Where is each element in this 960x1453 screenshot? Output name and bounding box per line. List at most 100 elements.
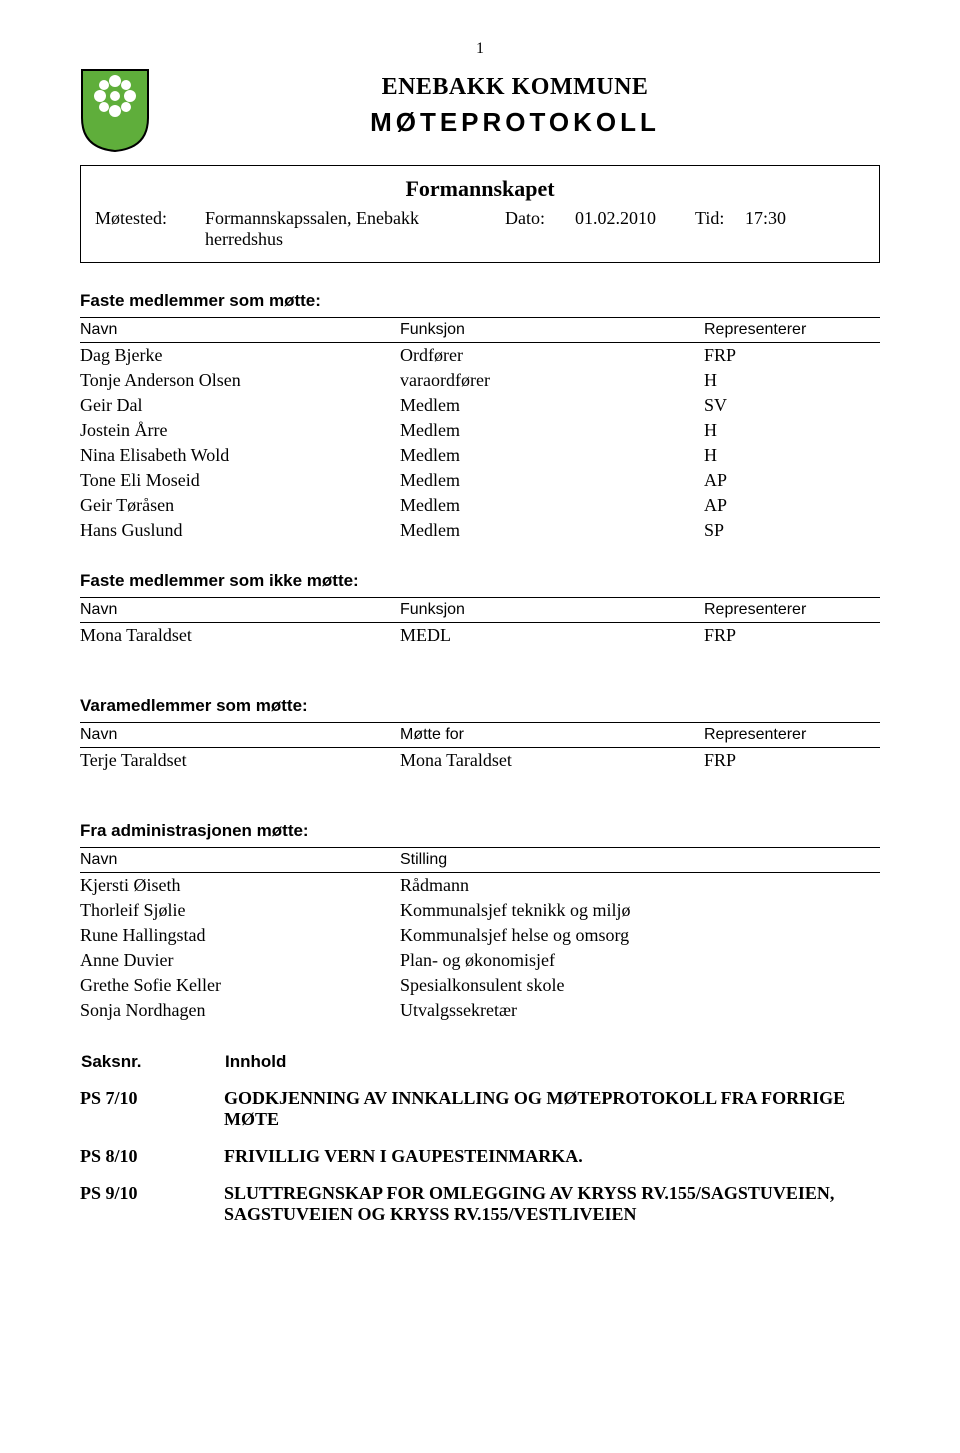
absent-members-heading: Faste medlemmer som ikke møtte: (80, 571, 880, 591)
col-representerer: Representerer (704, 723, 880, 748)
administration-section: Fra administrasjonen møtte: Navn Stillin… (80, 821, 880, 1023)
page-number: 1 (80, 40, 880, 58)
table-row: Thorleif SjølieKommunalsjef teknikk og m… (80, 898, 880, 923)
table-cell: Sonja Nordhagen (80, 998, 400, 1023)
venue-line2: herredshus (205, 229, 283, 249)
table-row: Geir DalMedlemSV (80, 393, 880, 418)
municipal-coat-of-arms-icon (80, 68, 150, 153)
motested-label: Møtested: (95, 208, 205, 229)
table-cell: H (704, 368, 880, 393)
present-members-heading: Faste medlemmer som møtte: (80, 291, 880, 311)
absent-members-body: Mona TaraldsetMEDLFRP (80, 623, 880, 649)
col-funksjon: Funksjon (400, 318, 704, 343)
table-cell: FRP (704, 748, 880, 774)
table-cell: PS 9/10 (80, 1177, 224, 1235)
table-cell: H (704, 418, 880, 443)
table-row: Grethe Sofie KellerSpesialkonsulent skol… (80, 973, 880, 998)
table-row: Nina Elisabeth WoldMedlemH (80, 443, 880, 468)
table-cell: Geir Dal (80, 393, 400, 418)
present-members-body: Dag BjerkeOrdførerFRPTonje Anderson Olse… (80, 343, 880, 544)
table-cell: PS 8/10 (80, 1140, 224, 1177)
table-cell: varaordfører (400, 368, 704, 393)
col-navn: Navn (80, 318, 400, 343)
absent-members-table: Navn Funksjon Representerer Mona Taralds… (80, 597, 880, 648)
col-navn: Navn (80, 848, 400, 873)
absent-members-section: Faste medlemmer som ikke møtte: Navn Fun… (80, 571, 880, 648)
tid-value: 17:30 (745, 208, 786, 229)
table-cell: Kommunalsjef teknikk og miljø (400, 898, 880, 923)
dato-label: Dato: (505, 208, 575, 229)
table-cell: Kommunalsjef helse og omsorg (400, 923, 880, 948)
table-cell: SLUTTREGNSKAP FOR OMLEGGING AV KRYSS RV.… (224, 1177, 880, 1235)
table-row: Dag BjerkeOrdførerFRP (80, 343, 880, 369)
table-cell: Grethe Sofie Keller (80, 973, 400, 998)
table-cell: Terje Taraldset (80, 748, 400, 774)
table-cell: Dag Bjerke (80, 343, 400, 369)
table-row: Jostein ÅrreMedlemH (80, 418, 880, 443)
administration-table: Navn Stilling Kjersti ØisethRådmannThorl… (80, 847, 880, 1023)
col-stilling: Stilling (400, 848, 880, 873)
venue-line1: Formannskapssalen, Enebakk (205, 208, 419, 228)
table-cell: AP (704, 468, 880, 493)
table-header-row: Navn Stilling (80, 848, 880, 873)
title-block: ENEBAKK KOMMUNE MØTEPROTOKOLL (150, 74, 880, 138)
table-cell: Rune Hallingstad (80, 923, 400, 948)
col-funksjon: Funksjon (400, 598, 704, 623)
deputies-body: Terje TaraldsetMona TaraldsetFRP (80, 748, 880, 774)
table-row: Terje TaraldsetMona TaraldsetFRP (80, 748, 880, 774)
col-navn: Navn (80, 598, 400, 623)
administration-heading: Fra administrasjonen møtte: (80, 821, 880, 841)
col-innhold: Innhold (224, 1051, 880, 1082)
table-cell: Utvalgssekretær (400, 998, 880, 1023)
table-cell: Medlem (400, 493, 704, 518)
col-representerer: Representerer (704, 318, 880, 343)
col-motte-for: Møtte for (400, 723, 704, 748)
table-cell: SV (704, 393, 880, 418)
header-row: ENEBAKK KOMMUNE MØTEPROTOKOLL (80, 68, 880, 153)
table-cell: Thorleif Sjølie (80, 898, 400, 923)
col-representerer: Representerer (704, 598, 880, 623)
table-row: PS 7/10GODKJENNING AV INNKALLING OG MØTE… (80, 1082, 880, 1140)
table-cell: Medlem (400, 518, 704, 543)
table-cell: FRIVILLIG VERN I GAUPESTEINMARKA. (224, 1140, 880, 1177)
table-cell: Medlem (400, 443, 704, 468)
page: 1 ENEBAKK KOMMUNE MØTEPROTOKO (0, 0, 960, 1453)
table-row: Tone Eli MoseidMedlemAP (80, 468, 880, 493)
protocol-title: MØTEPROTOKOLL (150, 107, 880, 138)
table-cell: Medlem (400, 393, 704, 418)
table-cell: Nina Elisabeth Wold (80, 443, 400, 468)
table-row: Hans GuslundMedlemSP (80, 518, 880, 543)
table-cell: Mona Taraldset (400, 748, 704, 774)
table-row: PS 9/10SLUTTREGNSKAP FOR OMLEGGING AV KR… (80, 1177, 880, 1235)
table-cell: Hans Guslund (80, 518, 400, 543)
table-cell: Rådmann (400, 873, 880, 899)
table-header-row: Navn Funksjon Representerer (80, 598, 880, 623)
meeting-details-row: Møtested: Formannskapssalen, Enebakk her… (95, 208, 865, 250)
table-cell: Tone Eli Moseid (80, 468, 400, 493)
table-cell: FRP (704, 343, 880, 369)
table-header-row: Navn Funksjon Representerer (80, 318, 880, 343)
table-cell: Tonje Anderson Olsen (80, 368, 400, 393)
kommune-name: ENEBAKK KOMMUNE (150, 74, 880, 101)
table-cell: PS 7/10 (80, 1082, 224, 1140)
present-members-section: Faste medlemmer som møtte: Navn Funksjon… (80, 291, 880, 543)
table-cell: Ordfører (400, 343, 704, 369)
meeting-info-box: Formannskapet Møtested: Formannskapssale… (80, 165, 880, 263)
table-cell: Anne Duvier (80, 948, 400, 973)
committee-name: Formannskapet (95, 176, 865, 202)
cases-header-row: Saksnr. Innhold (80, 1051, 880, 1082)
administration-body: Kjersti ØisethRådmannThorleif SjølieKomm… (80, 873, 880, 1024)
table-row: Rune HallingstadKommunalsjef helse og om… (80, 923, 880, 948)
deputies-heading: Varamedlemmer som møtte: (80, 696, 880, 716)
table-cell: H (704, 443, 880, 468)
table-cell: Medlem (400, 418, 704, 443)
table-cell: Spesialkonsulent skole (400, 973, 880, 998)
table-cell: GODKJENNING AV INNKALLING OG MØTEPROTOKO… (224, 1082, 880, 1140)
table-cell: Kjersti Øiseth (80, 873, 400, 899)
table-row: Anne DuvierPlan- og økonomisjef (80, 948, 880, 973)
dato-value: 01.02.2010 (575, 208, 695, 229)
table-row: Kjersti ØisethRådmann (80, 873, 880, 899)
cases-body: PS 7/10GODKJENNING AV INNKALLING OG MØTE… (80, 1082, 880, 1235)
table-header-row: Navn Møtte for Representerer (80, 723, 880, 748)
table-cell: AP (704, 493, 880, 518)
